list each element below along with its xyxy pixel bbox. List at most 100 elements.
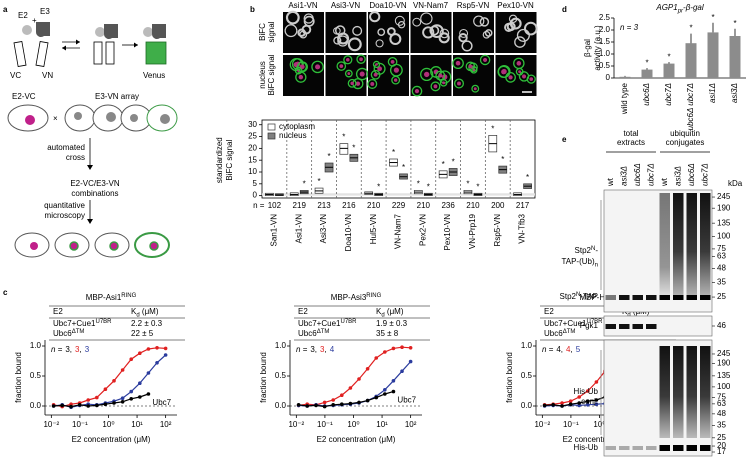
- x-tick-label: 10⁻²: [288, 420, 304, 429]
- point: [94, 403, 99, 408]
- x-tick-label: VN-Prp19: [468, 213, 477, 249]
- n-value: 217: [516, 201, 530, 210]
- label: ×: [53, 114, 58, 123]
- point: [365, 398, 370, 403]
- mw-label: 75: [717, 393, 726, 402]
- significance: *: [392, 148, 395, 157]
- y-tick-label: 0.5: [599, 61, 611, 70]
- nucleus-signal: [315, 64, 321, 70]
- significance: *: [645, 58, 648, 67]
- significance: *: [689, 24, 692, 33]
- chart-title-part: AGP1: [655, 3, 677, 12]
- y-axis-title: β-gal: [583, 39, 592, 57]
- x-tick-label: ubc6Δ: [642, 83, 651, 106]
- legend-label: Ubc6ΔTM: [544, 329, 575, 339]
- point: [339, 393, 344, 398]
- nucleus-signal: [373, 72, 378, 77]
- vn-tag: [105, 41, 115, 65]
- cell-signal: [458, 33, 468, 43]
- lane-label: ubc6Δ: [633, 163, 642, 186]
- y-tick-label: 10: [248, 167, 257, 176]
- band: [605, 295, 616, 300]
- bar: [619, 76, 631, 78]
- vn-tag: [35, 41, 49, 67]
- significance: *: [342, 133, 345, 142]
- significance: *: [442, 160, 445, 169]
- y-axis-title: standardized: [215, 137, 224, 183]
- x-tick-label: Pex10-VN: [443, 214, 452, 251]
- nucleus-signal: [521, 74, 527, 79]
- chart-title-part: MBP-Hrd1: [579, 293, 617, 302]
- legend-label: nucleus: [279, 131, 307, 140]
- cell-signal: [516, 28, 530, 42]
- nucleus-signal: [350, 81, 354, 86]
- x-tick-label: 10⁻¹: [72, 420, 88, 429]
- chart-title-part: -β-gal: [683, 3, 704, 12]
- chart-title: AGP1pr-β-gal: [655, 3, 703, 14]
- n-value: 4: [556, 345, 561, 354]
- nucleus-signal: [518, 70, 522, 74]
- band: [646, 324, 657, 329]
- significance: *: [711, 13, 714, 22]
- cell-signal: [394, 15, 405, 26]
- point: [331, 398, 335, 402]
- label: quantitative: [44, 201, 85, 210]
- x-axis-title: E2 concentration (μM): [563, 435, 642, 444]
- cell-signal: [285, 10, 300, 25]
- table-header: Kd (μM): [376, 307, 404, 318]
- x-tick-label: Asi1-VN: [294, 214, 303, 244]
- y-tick-label: 1.0: [30, 341, 42, 350]
- venus: [145, 41, 167, 65]
- bar: [729, 36, 741, 78]
- n-label: n = 3: [620, 23, 639, 32]
- e2-shape: [22, 25, 32, 35]
- y-tick-label: 1.0: [599, 49, 611, 58]
- mw-label: 63: [717, 252, 726, 261]
- mw-label: 20: [717, 441, 726, 450]
- n-separator: ,: [570, 345, 572, 354]
- significance: *: [667, 52, 670, 61]
- point: [383, 388, 387, 392]
- cell-signal: [471, 84, 480, 93]
- chart-title-part: MBP-Asi3: [331, 293, 367, 302]
- nucleus: [25, 115, 35, 125]
- nucleus-signal: [393, 78, 398, 82]
- nucleus-signal: [468, 64, 473, 69]
- unit-label: kDa: [728, 179, 743, 188]
- band-label-part: Stp2: [575, 246, 592, 255]
- table-header: E2: [298, 307, 308, 316]
- bar: [707, 32, 719, 78]
- mw-label: 100: [717, 231, 731, 240]
- column-label: Pex10-VN: [497, 1, 534, 10]
- smear: [673, 346, 684, 438]
- n-value: 3: [310, 345, 315, 354]
- series-line: [53, 347, 166, 408]
- band: [700, 295, 711, 300]
- mw-label: 35: [717, 421, 726, 430]
- mw-label: 245: [717, 349, 731, 358]
- chart-title-part: RING: [121, 293, 136, 299]
- y-tick-label: 5: [253, 179, 258, 188]
- x-tick-label: asi1Δ: [708, 83, 717, 103]
- cell-signal: [453, 78, 465, 89]
- group-header: ubiquitin: [670, 129, 700, 138]
- x-tick-label: 10⁻²: [43, 420, 59, 429]
- x-tick-label: Rsp5-VN: [493, 214, 502, 247]
- point: [322, 400, 327, 405]
- cell-signal: [514, 36, 526, 48]
- cell-signal: [438, 32, 450, 44]
- cell-signal: [347, 78, 357, 88]
- n-value: 229: [392, 201, 406, 210]
- y-tick-label: 0.0: [275, 401, 287, 410]
- cell-signal: [461, 40, 473, 52]
- y-tick-label: 1.0: [521, 341, 533, 350]
- y-tick-label: 0.5: [275, 371, 287, 380]
- cell-signal: [297, 61, 308, 73]
- panel-letter: d: [562, 5, 567, 14]
- plot-frame: [261, 119, 536, 199]
- nucleus-signal: [455, 60, 461, 66]
- nucleus-signal: [390, 59, 395, 64]
- panel-letter: e: [562, 135, 567, 144]
- table-header-part: K: [376, 307, 382, 316]
